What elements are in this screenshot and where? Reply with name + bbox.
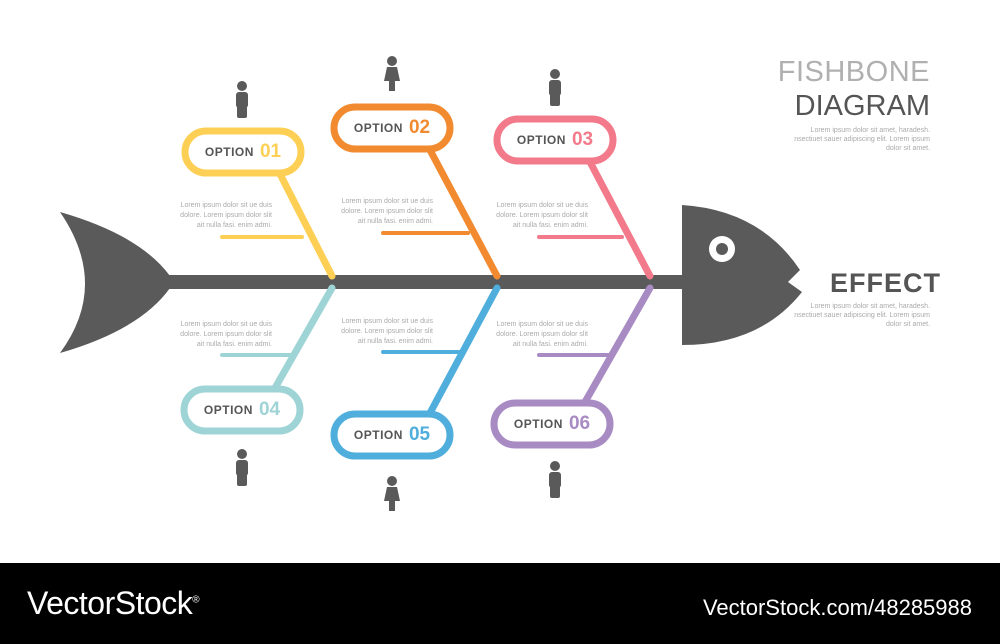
fish-tail-icon <box>60 212 170 353</box>
option-label: OPTION <box>353 121 403 135</box>
option-bubble-02 <box>330 103 454 153</box>
person-icon <box>236 449 248 486</box>
title-diagram: DIAGRAM <box>794 90 930 122</box>
person-icon <box>384 476 400 511</box>
footer-url: VectorStock.com/48285988 <box>702 595 972 620</box>
fish-spine <box>160 275 690 289</box>
fish-head-icon <box>682 205 802 345</box>
option-03: OPTION 03 <box>500 120 610 160</box>
option-description: Lorem ipsum dolor sit ue duis dolore. Lo… <box>180 202 272 229</box>
option-06: OPTION 06 <box>497 404 607 444</box>
option-02: OPTION 02 <box>337 108 447 148</box>
option-description: Lorem ipsum dolor sit ue duis dolore. Lo… <box>180 321 272 348</box>
effect-label: EFFECT <box>830 268 941 298</box>
option-description: Lorem ipsum dolor sit ue duis dolore. Lo… <box>496 202 588 229</box>
bone-01 <box>276 170 336 280</box>
bone-05 <box>426 284 501 417</box>
title-fishbone: FISHBONE <box>777 56 930 88</box>
person-icon <box>236 81 248 118</box>
option-05: OPTION 05 <box>337 415 447 455</box>
option-label: OPTION <box>203 403 253 417</box>
option-number: 04 <box>258 399 281 420</box>
option-number: 05 <box>408 424 431 445</box>
option-number: 01 <box>259 141 282 162</box>
bone-03 <box>586 158 654 280</box>
option-number: 06 <box>568 413 591 434</box>
option-bubble-04 <box>180 385 304 435</box>
person-icon <box>384 56 400 91</box>
person-icon <box>549 461 561 498</box>
option-label: OPTION <box>513 417 563 431</box>
option-04: OPTION 04 <box>187 390 297 430</box>
brand-logo: VectorStock® <box>27 585 200 621</box>
option-bubble-01 <box>181 127 305 177</box>
option-label: OPTION <box>516 133 566 147</box>
option-description: Lorem ipsum dolor sit ue duis dolore. Lo… <box>496 321 588 348</box>
option-number: 03 <box>571 129 594 150</box>
person-icon <box>549 69 561 106</box>
option-description: Lorem ipsum dolor sit ue duis dolore. Lo… <box>341 318 433 345</box>
bone-04 <box>271 284 336 392</box>
option-bubble-05 <box>330 410 454 460</box>
option-bubble-03 <box>493 115 617 165</box>
effect-description: Lorem ipsum dolor sit amet, haradesh. ns… <box>794 303 930 328</box>
option-description: Lorem ipsum dolor sit ue duis dolore. Lo… <box>341 198 433 225</box>
bone-02 <box>426 146 501 280</box>
option-bubble-06 <box>490 399 614 449</box>
title-description: Lorem ipsum dolor sit amet, haradesh. ns… <box>794 127 930 152</box>
bone-06 <box>581 284 654 406</box>
option-01: OPTION 01 <box>188 132 298 172</box>
option-label: OPTION <box>204 145 254 159</box>
fishbone-diagram <box>60 56 802 511</box>
option-label: OPTION <box>353 428 403 442</box>
footer-bar: VectorStock® VectorStock.com/48285988 <box>0 563 1000 644</box>
option-number: 02 <box>408 117 431 138</box>
